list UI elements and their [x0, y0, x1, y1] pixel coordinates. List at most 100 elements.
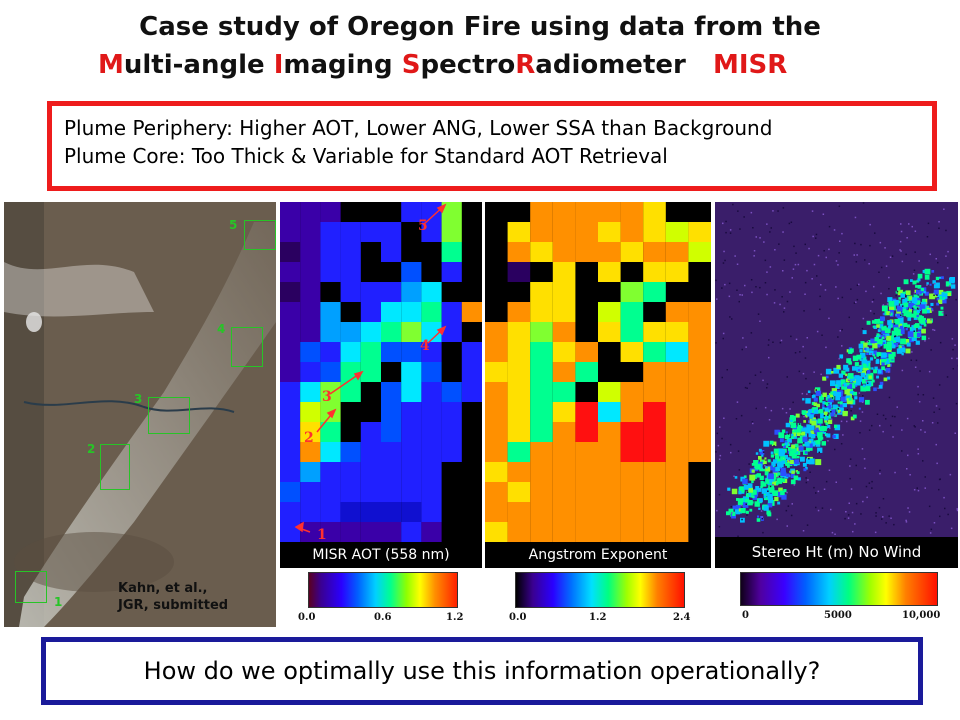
speckle — [782, 231, 784, 233]
grid-cell — [598, 262, 621, 282]
speckle — [919, 304, 926, 311]
grid-cell — [575, 462, 598, 482]
grid-cell — [401, 402, 422, 422]
speckle — [792, 432, 797, 437]
speckle — [897, 287, 901, 291]
grid-cell — [507, 442, 531, 462]
speckle — [785, 422, 791, 428]
speckle — [816, 440, 821, 445]
speckle — [891, 330, 897, 336]
speckle — [933, 294, 935, 296]
speckle — [847, 379, 850, 381]
speckle — [792, 401, 794, 404]
speckle — [785, 412, 788, 414]
speckle — [917, 278, 921, 282]
grid-cell — [421, 362, 442, 382]
speckle — [896, 348, 903, 354]
speckle — [903, 339, 910, 345]
speckle — [940, 297, 947, 304]
grid-cell — [620, 442, 644, 462]
speckle — [896, 305, 903, 312]
speckle — [777, 472, 782, 478]
speckle — [863, 376, 868, 381]
grid-cell — [620, 202, 644, 222]
aot-arrow-label-5: 5 — [418, 218, 428, 234]
speckle — [785, 442, 788, 446]
speckle — [777, 477, 783, 483]
speckle — [886, 335, 891, 341]
speckle — [844, 388, 851, 395]
grid-cell — [360, 462, 381, 482]
speckle — [822, 213, 825, 215]
summary-line-periphery: Plume Periphery: Higher AOT, Lower ANG, … — [64, 116, 773, 140]
grid-cell — [665, 402, 689, 422]
speckle — [763, 495, 767, 499]
speckle — [828, 248, 830, 251]
grid-cell — [421, 402, 442, 422]
grid-cell — [507, 422, 531, 442]
grid-cell — [401, 462, 422, 482]
grid-cell — [320, 422, 341, 442]
speckle — [886, 311, 891, 315]
speckle — [833, 367, 840, 374]
speckle — [865, 385, 871, 392]
speckle — [772, 484, 774, 486]
grid-cell — [340, 322, 361, 342]
speckle — [802, 462, 807, 467]
grid-cell — [320, 522, 341, 542]
speckle — [864, 347, 869, 352]
speckle — [769, 231, 771, 233]
speckle — [818, 451, 820, 454]
speckle — [888, 353, 894, 360]
grid-cell — [598, 402, 621, 422]
speckle — [872, 343, 878, 349]
speckle — [732, 512, 736, 516]
speckle — [791, 444, 796, 449]
speckle — [748, 487, 753, 493]
speckle — [885, 367, 891, 373]
grid-cell — [360, 322, 381, 342]
speckle — [717, 444, 720, 447]
grid-cell — [530, 462, 553, 482]
speckle — [883, 352, 888, 358]
speckle — [824, 407, 830, 413]
speckle — [808, 457, 810, 460]
speckle — [746, 514, 748, 516]
speckle — [805, 377, 807, 380]
speckle — [815, 442, 821, 447]
speckle — [718, 458, 721, 460]
speckle — [809, 447, 813, 451]
speckle — [912, 280, 917, 285]
speckle — [759, 467, 763, 472]
speckle — [806, 424, 810, 428]
grid-cell — [360, 482, 381, 502]
speckle — [762, 468, 766, 472]
grid-cell — [643, 382, 666, 402]
speckle — [917, 453, 920, 455]
speckle — [850, 376, 856, 382]
speckle — [838, 252, 840, 254]
credit-line-2: JGR, submitted — [118, 598, 229, 613]
grid-cell — [401, 362, 422, 382]
speckle — [824, 289, 827, 291]
grid-cell — [643, 422, 666, 442]
grid-cell — [530, 282, 553, 302]
grid-cell — [300, 202, 321, 222]
grid-cell — [340, 382, 361, 402]
grid-cell — [401, 482, 422, 502]
speckle — [889, 256, 892, 258]
speckle — [762, 531, 764, 534]
speckle — [917, 448, 919, 450]
speckle — [874, 232, 876, 234]
speckle — [924, 268, 931, 275]
speckle — [941, 276, 944, 280]
grid-cell — [441, 442, 462, 462]
speckle — [913, 330, 915, 332]
speckle — [839, 411, 842, 414]
speckle — [875, 360, 880, 364]
speckle — [824, 424, 826, 426]
grid-cell — [485, 402, 508, 422]
speckle — [728, 282, 731, 285]
speckle — [955, 298, 957, 301]
speckle — [925, 303, 928, 306]
